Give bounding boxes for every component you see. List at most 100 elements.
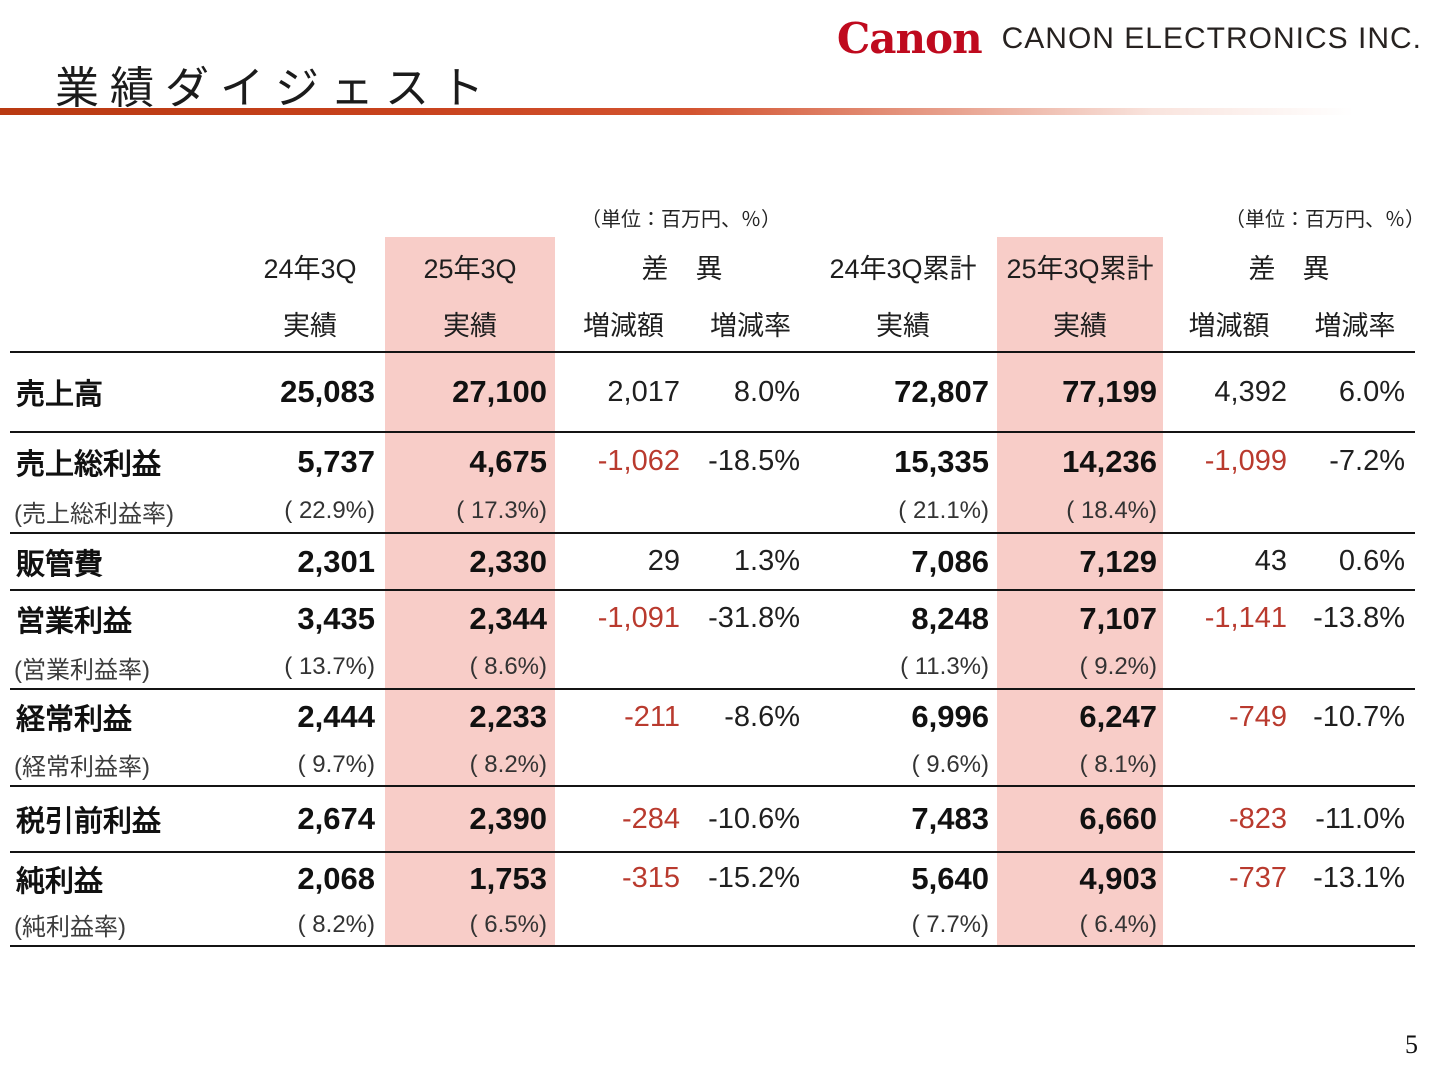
column-header-cum-prev: 24年3Q累計 (829, 253, 977, 284)
value-cell: 77,199 (997, 352, 1163, 432)
rate-cell: ( 8.1%) (997, 744, 1163, 786)
value-cell: 6,660 (997, 786, 1163, 852)
value-cell: 8,248 (911, 600, 989, 636)
page-number: 5 (1405, 1030, 1418, 1059)
diff-rate-cell: 0.6% (1338, 545, 1405, 577)
value-cell: 14,236 (997, 432, 1163, 490)
row-rate-label: (経常利益率) (14, 754, 150, 781)
row-label: 売上総利益 (16, 448, 162, 481)
rate-cell: ( 13.7%) (284, 653, 375, 680)
diff-rate-cell: 1.3% (733, 545, 800, 577)
value-cell: 2,390 (385, 786, 555, 852)
value-cell: 3,435 (297, 600, 375, 636)
diff-amount-cell: 43 (1254, 545, 1287, 577)
results-table: 24年3Q 25年3Q 差 異 24年3Q累計 25年3Q累計 差 異 実績 実… (10, 237, 1415, 947)
row-net-profit: 純利益 2,068 1,753 -315 -15.2% 5,640 4,903 … (10, 852, 1415, 904)
rate-cell: ( 9.6%) (911, 750, 989, 778)
subheader-amount: 増減額 (583, 310, 664, 341)
header-spacer (10, 295, 235, 352)
diff-amount-cell: 29 (647, 545, 680, 577)
row-ordinary-profit: 経常利益 2,444 2,233 -211 -8.6% 6,996 6,247 … (10, 689, 1415, 744)
value-cell: 2,674 (297, 801, 375, 836)
table-header-row-2: 実績 実績 増減額 増減率 実績 実績 増減額 増減率 (10, 295, 1415, 352)
company-name: CANON ELECTRONICS INC. (1001, 22, 1422, 55)
row-label: 販管費 (16, 548, 104, 581)
diff-amount-cell: -1,062 (597, 445, 680, 477)
diff-amount-cell: -1,141 (1204, 602, 1287, 634)
row-ordinary-margin: (経常利益率) ( 9.7%) ( 8.2%) ( 9.6%) ( 8.1%) (10, 744, 1415, 786)
rate-cell: ( 11.3%) (900, 653, 989, 680)
value-cell: 6,247 (997, 689, 1163, 744)
value-cell: 2,068 (297, 860, 375, 896)
title-accent-divider (0, 108, 1440, 115)
column-header-q-diff: 差 異 (641, 253, 723, 284)
row-rate-label: (純利益率) (14, 914, 126, 941)
diff-rate-cell: -10.7% (1313, 700, 1405, 733)
row-net-margin: (純利益率) ( 8.2%) ( 6.5%) ( 7.7%) ( 6.4%) (10, 904, 1415, 946)
unit-note-cumulative: （単位：百万円、％） (1225, 209, 1425, 231)
diff-amount-cell: -211 (624, 700, 680, 733)
diff-rate-cell: -10.6% (708, 802, 800, 835)
subheader-actual: 実績 (283, 310, 337, 341)
value-cell: 7,107 (997, 590, 1163, 646)
row-label: 純利益 (16, 865, 104, 898)
page-title: 業績ダイジェスト (55, 64, 495, 114)
row-rate-label: (売上総利益率) (14, 500, 174, 528)
diff-amount-cell: -1,091 (597, 602, 680, 634)
row-label: 売上高 (16, 379, 104, 411)
value-cell: 4,675 (385, 432, 555, 490)
value-cell: 2,444 (297, 699, 375, 734)
diff-rate-cell: -13.1% (1313, 862, 1405, 894)
value-cell: 5,737 (297, 443, 375, 479)
diff-rate-cell: -15.2% (708, 862, 800, 894)
diff-amount-cell: -749 (1228, 700, 1287, 733)
header-spacer (10, 237, 235, 295)
diff-amount-cell: 4,392 (1214, 375, 1287, 408)
value-cell: 15,335 (894, 443, 989, 479)
rate-cell: ( 6.4%) (997, 904, 1163, 946)
diff-amount-cell: -315 (621, 862, 680, 894)
rate-cell: ( 7.7%) (911, 910, 989, 938)
rate-cell: ( 9.7%) (297, 750, 375, 778)
table-header-row-1: 24年3Q 25年3Q 差 異 24年3Q累計 25年3Q累計 差 異 (10, 237, 1415, 295)
subheader-rate: 増減率 (1314, 310, 1396, 341)
diff-rate-cell: 8.0% (733, 375, 800, 408)
diff-rate-cell: -11.0% (1315, 802, 1405, 835)
diff-rate-cell: -18.5% (708, 445, 800, 477)
unit-note-quarter: （単位：百万円、％） (581, 209, 781, 231)
rate-cell: ( 6.5%) (385, 904, 555, 946)
column-header-q-prev: 24年3Q (263, 253, 357, 284)
value-cell: 2,330 (385, 533, 555, 590)
row-pretax-profit: 税引前利益 2,674 2,390 -284 -10.6% 7,483 6,66… (10, 786, 1415, 852)
value-cell: 25,083 (280, 374, 375, 409)
value-cell: 2,344 (385, 590, 555, 646)
row-label: 営業利益 (16, 605, 133, 638)
value-cell: 5,640 (911, 860, 989, 896)
value-cell: 2,301 (297, 543, 375, 579)
column-header-cum-curr: 25年3Q累計 (997, 237, 1163, 295)
value-cell: 2,233 (385, 689, 555, 744)
rate-cell: ( 21.1%) (898, 497, 989, 524)
subheader-amount: 増減額 (1188, 310, 1270, 341)
diff-amount-cell: -284 (621, 802, 680, 835)
rate-cell: ( 17.3%) (385, 490, 555, 533)
value-cell: 6,996 (911, 699, 989, 734)
rate-cell: ( 8.2%) (297, 910, 375, 938)
row-operating-profit: 営業利益 3,435 2,344 -1,091 -31.8% 8,248 7,1… (10, 590, 1415, 646)
row-operating-margin: (営業利益率) ( 13.7%) ( 8.6%) ( 11.3%) ( 9.2%… (10, 646, 1415, 689)
column-header-q-curr: 25年3Q (385, 237, 555, 295)
column-header-cum-diff: 差 異 (1248, 253, 1330, 284)
row-gross-profit: 売上総利益 5,737 4,675 -1,062 -18.5% 15,335 1… (10, 432, 1415, 490)
subheader-actual: 実績 (385, 295, 555, 352)
diff-rate-cell: -7.2% (1329, 445, 1405, 477)
value-cell: 7,129 (997, 533, 1163, 590)
row-gross-profit-margin: (売上総利益率) ( 22.9%) ( 17.3%) ( 21.1%) ( 18… (10, 490, 1415, 533)
diff-amount-cell: -1,099 (1204, 445, 1287, 477)
canon-logo: Canon (836, 14, 983, 63)
value-cell: 27,100 (385, 352, 555, 432)
row-label: 税引前利益 (16, 806, 162, 838)
diff-rate-cell: 6.0% (1338, 375, 1405, 408)
value-cell: 4,903 (997, 852, 1163, 904)
diff-rate-cell: -13.8% (1313, 602, 1405, 634)
rate-cell: ( 8.6%) (385, 646, 555, 689)
